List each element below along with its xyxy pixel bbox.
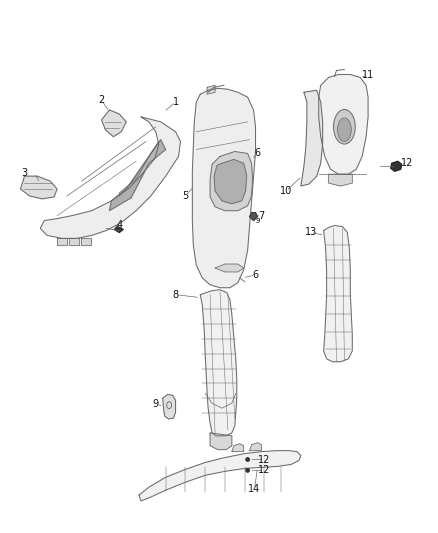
- Polygon shape: [328, 174, 352, 186]
- Polygon shape: [81, 238, 91, 245]
- Ellipse shape: [246, 469, 250, 472]
- Text: 12: 12: [258, 455, 271, 465]
- Ellipse shape: [337, 118, 351, 142]
- Polygon shape: [210, 433, 232, 450]
- Polygon shape: [163, 394, 176, 419]
- Polygon shape: [114, 227, 123, 232]
- Polygon shape: [110, 140, 166, 211]
- Polygon shape: [301, 90, 323, 186]
- Text: 11: 11: [362, 70, 374, 80]
- Polygon shape: [192, 88, 255, 288]
- Polygon shape: [319, 75, 368, 174]
- Polygon shape: [21, 176, 57, 199]
- Polygon shape: [391, 161, 402, 171]
- Polygon shape: [40, 117, 180, 238]
- Polygon shape: [119, 142, 159, 196]
- Text: 5: 5: [182, 191, 188, 201]
- Polygon shape: [232, 444, 244, 451]
- Polygon shape: [69, 238, 79, 245]
- Text: 14: 14: [248, 484, 261, 494]
- Text: 9: 9: [255, 217, 260, 223]
- Text: 12: 12: [258, 465, 271, 475]
- Text: 4: 4: [116, 220, 122, 230]
- Polygon shape: [215, 264, 244, 272]
- Polygon shape: [200, 290, 237, 436]
- Ellipse shape: [333, 109, 355, 144]
- Text: 9: 9: [153, 399, 159, 409]
- Text: 1: 1: [173, 97, 179, 107]
- Text: 13: 13: [305, 228, 317, 237]
- Polygon shape: [250, 443, 261, 450]
- Text: 2: 2: [99, 95, 105, 105]
- Text: 12: 12: [401, 158, 414, 168]
- Text: 8: 8: [173, 289, 179, 300]
- Polygon shape: [57, 238, 67, 245]
- Polygon shape: [139, 450, 301, 501]
- Polygon shape: [207, 85, 215, 94]
- Text: 6: 6: [254, 149, 261, 158]
- Polygon shape: [324, 225, 352, 362]
- Text: 7: 7: [258, 211, 265, 221]
- Polygon shape: [250, 213, 258, 221]
- Polygon shape: [210, 151, 253, 211]
- Ellipse shape: [246, 457, 250, 462]
- Polygon shape: [214, 159, 247, 204]
- Polygon shape: [102, 110, 126, 136]
- Text: 10: 10: [280, 186, 292, 196]
- Text: 3: 3: [21, 168, 28, 178]
- Text: 6: 6: [252, 270, 258, 280]
